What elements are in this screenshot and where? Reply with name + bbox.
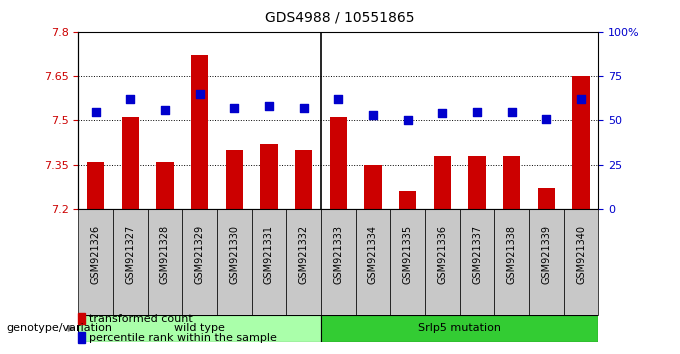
Bar	[148, 32, 182, 209]
Bar	[364, 165, 381, 209]
Point	[298, 105, 309, 111]
Bar	[286, 32, 321, 209]
Text: percentile rank within the sample: percentile rank within the sample	[90, 332, 277, 343]
Bar	[78, 313, 85, 324]
Text: GSM921326: GSM921326	[90, 225, 101, 284]
Point	[194, 91, 205, 97]
Bar	[469, 156, 486, 209]
Text: GSM921340: GSM921340	[576, 225, 586, 284]
Bar	[252, 32, 286, 209]
Text: GSM921337: GSM921337	[472, 225, 482, 284]
Bar	[356, 209, 390, 315]
Text: GSM921339: GSM921339	[541, 225, 551, 284]
Bar	[503, 156, 520, 209]
Bar	[78, 209, 113, 315]
Point	[402, 118, 413, 123]
Bar	[148, 209, 182, 315]
Text: GSM921336: GSM921336	[437, 225, 447, 284]
Bar	[217, 209, 252, 315]
Bar	[182, 32, 217, 209]
Text: GSM921332: GSM921332	[299, 225, 309, 284]
Text: wild type: wild type	[174, 323, 225, 333]
Text: GSM921330: GSM921330	[229, 225, 239, 284]
Point	[90, 109, 101, 114]
Bar	[390, 32, 425, 209]
Bar	[529, 209, 564, 315]
Point	[367, 112, 378, 118]
Bar	[182, 209, 217, 315]
Bar	[564, 209, 598, 315]
Point	[541, 116, 551, 121]
Bar	[460, 32, 494, 209]
Text: GSM921328: GSM921328	[160, 225, 170, 284]
Point	[333, 96, 343, 102]
Bar	[434, 156, 451, 209]
Bar	[87, 162, 104, 209]
Point	[575, 96, 586, 102]
Bar	[295, 150, 312, 209]
Bar	[217, 32, 252, 209]
Bar	[564, 32, 598, 209]
Point	[437, 110, 447, 116]
Point	[159, 107, 170, 113]
Text: GSM921333: GSM921333	[333, 225, 343, 284]
Bar	[330, 118, 347, 209]
Bar	[321, 315, 598, 342]
Bar	[113, 32, 148, 209]
Bar	[356, 32, 390, 209]
Bar	[113, 209, 148, 315]
Point	[263, 103, 274, 109]
Point	[124, 96, 135, 102]
Bar	[156, 162, 173, 209]
Text: GSM921331: GSM921331	[264, 225, 274, 284]
Bar	[260, 144, 277, 209]
Bar	[494, 32, 529, 209]
Bar	[425, 32, 460, 209]
Bar	[78, 315, 321, 342]
Text: GSM921329: GSM921329	[194, 225, 205, 284]
Bar	[399, 191, 416, 209]
Bar	[78, 32, 113, 209]
Bar	[538, 188, 555, 209]
Text: GSM921327: GSM921327	[125, 225, 135, 284]
Bar	[78, 332, 85, 343]
Text: genotype/variation: genotype/variation	[7, 323, 113, 333]
Point	[471, 109, 482, 114]
Bar	[494, 209, 529, 315]
Text: GSM921334: GSM921334	[368, 225, 378, 284]
Bar	[390, 209, 425, 315]
Bar	[460, 209, 494, 315]
Bar	[529, 32, 564, 209]
Bar	[321, 32, 356, 209]
Text: GSM921335: GSM921335	[403, 225, 413, 284]
Text: Srlp5 mutation: Srlp5 mutation	[418, 323, 501, 333]
Bar	[226, 150, 243, 209]
Bar	[321, 209, 356, 315]
Bar	[286, 209, 321, 315]
Point	[228, 105, 239, 111]
Text: transformed count: transformed count	[90, 314, 193, 324]
Bar	[191, 56, 208, 209]
Bar	[122, 118, 139, 209]
Text: GDS4988 / 10551865: GDS4988 / 10551865	[265, 11, 415, 25]
Text: GSM921338: GSM921338	[507, 225, 517, 284]
Point	[506, 109, 517, 114]
Bar	[425, 209, 460, 315]
Bar	[252, 209, 286, 315]
Bar	[573, 76, 590, 209]
